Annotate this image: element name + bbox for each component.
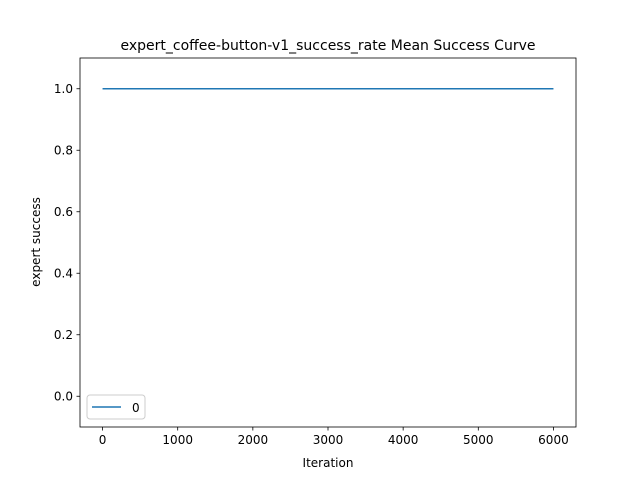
y-axis-title: expert success (29, 197, 43, 287)
x-tick-label: 1000 (162, 433, 193, 447)
x-tick-label: 0 (99, 433, 107, 447)
y-tick-label: 0.4 (54, 266, 73, 280)
x-tick-label: 5000 (463, 433, 494, 447)
y-tick-label: 0.0 (54, 389, 73, 403)
x-tick-label: 6000 (538, 433, 569, 447)
y-tick-label: 0.8 (54, 143, 73, 157)
y-tick-label: 0.2 (54, 328, 73, 342)
x-tick-label: 2000 (238, 433, 269, 447)
chart-title: expert_coffee-button-v1_success_rate Mea… (121, 38, 536, 54)
x-tick-label: 3000 (313, 433, 344, 447)
x-tick-label: 4000 (388, 433, 419, 447)
legend: 0 (86, 394, 146, 420)
y-tick-label: 0.6 (54, 205, 73, 219)
legend-label-series-0: 0 (132, 401, 140, 415)
x-axis-title: Iteration (303, 456, 354, 470)
plot-area: 0 1000 2000 3000 4000 5000 6000 0.0 0.2 0.4 0.6 0.8… (54, 57, 577, 447)
y-tick-label: 1.0 (54, 82, 73, 96)
